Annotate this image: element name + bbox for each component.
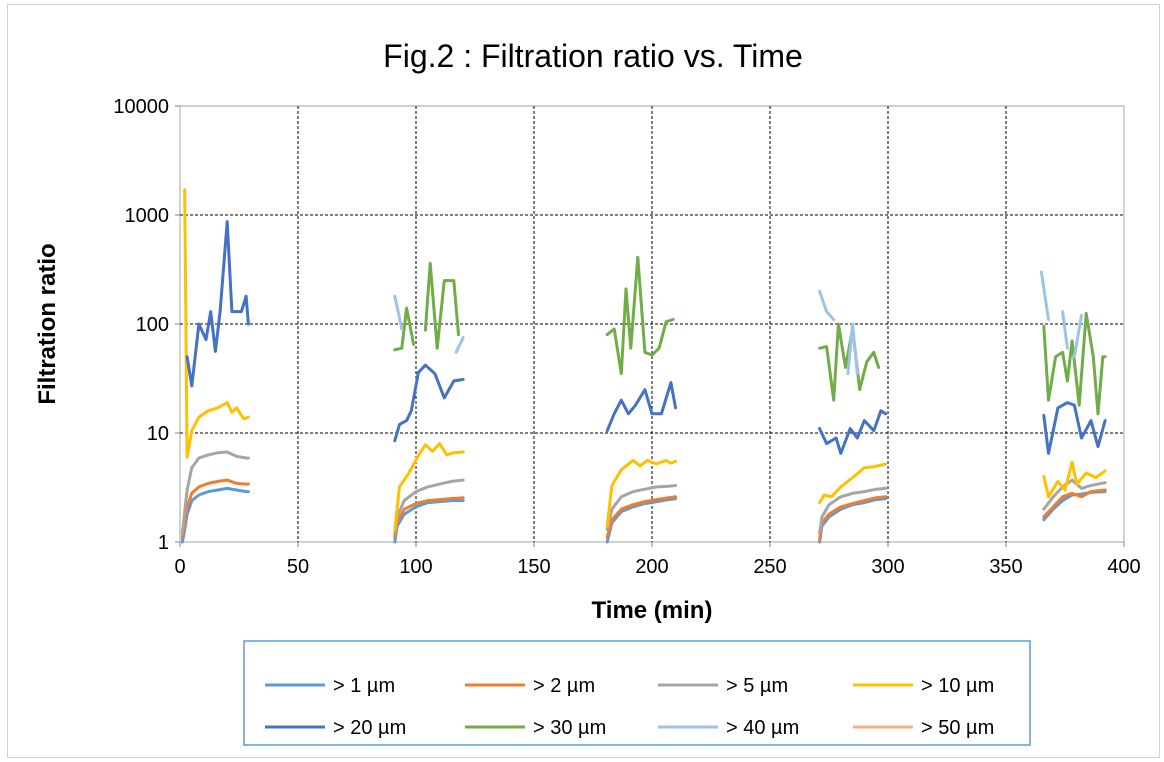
series-line bbox=[1061, 310, 1069, 350]
x-tick-label: 400 bbox=[1107, 556, 1140, 578]
legend-item: > 10 µm bbox=[853, 675, 994, 697]
x-tick-label: 250 bbox=[753, 556, 786, 578]
legend-item: > 5 µm bbox=[658, 675, 788, 697]
chart-title: Fig.2 : Filtration ratio vs. Time bbox=[383, 38, 803, 74]
series-line bbox=[393, 496, 465, 539]
x-tick-label: 0 bbox=[174, 556, 185, 578]
series-line bbox=[605, 381, 678, 433]
series-lines bbox=[180, 188, 1107, 544]
series-line bbox=[605, 484, 678, 532]
series-line bbox=[818, 486, 888, 535]
legend-label: > 30 µm bbox=[533, 717, 606, 739]
legend-label: > 5 µm bbox=[726, 675, 788, 697]
series-line bbox=[393, 478, 465, 535]
x-axis-title: Time (min) bbox=[592, 597, 713, 624]
series-line bbox=[393, 306, 416, 352]
legend-item: > 50 µm bbox=[853, 717, 994, 739]
y-axis-title: Filtration ratio bbox=[34, 243, 61, 404]
series-line bbox=[1039, 270, 1050, 321]
series-line bbox=[393, 294, 404, 331]
y-tick-label: 1 bbox=[158, 532, 169, 554]
series-line bbox=[180, 450, 250, 535]
legend-label: > 1 µm bbox=[333, 675, 395, 697]
series-line bbox=[393, 442, 465, 532]
series-5 bbox=[185, 220, 1107, 455]
series-line bbox=[185, 220, 250, 388]
series-7 bbox=[393, 270, 1083, 376]
legend-label: > 20 µm bbox=[333, 717, 406, 739]
x-tick-label: 300 bbox=[871, 556, 904, 578]
y-tick-label: 1000 bbox=[125, 205, 170, 227]
series-line bbox=[183, 188, 250, 459]
series-line bbox=[818, 495, 888, 542]
series-3 bbox=[180, 450, 1107, 535]
series-line bbox=[423, 261, 460, 350]
series-2 bbox=[180, 478, 1107, 542]
series-line bbox=[605, 495, 678, 539]
series-line bbox=[1042, 460, 1107, 499]
gridlines bbox=[175, 105, 1125, 547]
series-line bbox=[454, 336, 465, 354]
x-tick-label: 200 bbox=[635, 556, 668, 578]
series-line bbox=[605, 497, 678, 544]
legend: > 1 µm > 2 µm > 5 µm > 10 µm > 20 µm > 30 µm >… bbox=[265, 675, 994, 739]
x-tick-label: 50 bbox=[287, 556, 309, 578]
legend-item: > 40 µm bbox=[658, 717, 799, 739]
y-tick-label: 10000 bbox=[113, 96, 169, 118]
legend-label: > 10 µm bbox=[921, 675, 994, 697]
legend-label: > 40 µm bbox=[726, 717, 799, 739]
chart: Fig.2 : Filtration ratio vs. Time 0 50 100… bbox=[34, 38, 1141, 746]
x-tick-labels: 0 50 100 150 200 250 300 350 400 bbox=[174, 556, 1140, 578]
y-tick-label: 100 bbox=[136, 314, 169, 336]
x-tick-label: 100 bbox=[399, 556, 432, 578]
series-line bbox=[605, 255, 675, 376]
series-4 bbox=[183, 188, 1107, 532]
legend-label: > 50 µm bbox=[921, 717, 994, 739]
x-tick-label: 350 bbox=[989, 556, 1022, 578]
series-line bbox=[393, 363, 465, 443]
x-tick-label: 150 bbox=[517, 556, 550, 578]
series-line bbox=[1042, 488, 1107, 519]
legend-label: > 2 µm bbox=[533, 675, 595, 697]
y-tick-label: 10 bbox=[147, 423, 169, 445]
series-line bbox=[818, 289, 836, 321]
series-line bbox=[393, 499, 465, 544]
series-1 bbox=[180, 486, 1107, 544]
series-line bbox=[605, 458, 678, 528]
legend-item: > 1 µm bbox=[265, 675, 395, 697]
series-6 bbox=[393, 255, 1107, 416]
series-line bbox=[1042, 478, 1107, 511]
legend-item: > 30 µm bbox=[465, 717, 606, 739]
y-tick-labels: 1 10 100 1000 10000 bbox=[113, 96, 169, 554]
series-line bbox=[1042, 311, 1107, 416]
series-line bbox=[846, 322, 859, 376]
series-line bbox=[818, 462, 888, 505]
series-line bbox=[180, 478, 250, 539]
series-line bbox=[818, 409, 888, 455]
legend-item: > 2 µm bbox=[465, 675, 595, 697]
legend-item: > 20 µm bbox=[265, 717, 406, 739]
series-line bbox=[1072, 313, 1083, 359]
chart-frame: Fig.2 : Filtration ratio vs. Time 0 50 100… bbox=[7, 4, 1160, 758]
series-line bbox=[1042, 401, 1107, 455]
